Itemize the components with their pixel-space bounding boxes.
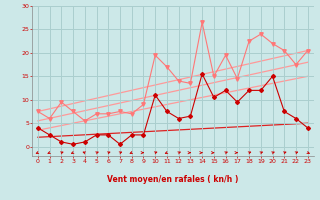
X-axis label: Vent moyen/en rafales ( kn/h ): Vent moyen/en rafales ( kn/h )	[107, 175, 238, 184]
